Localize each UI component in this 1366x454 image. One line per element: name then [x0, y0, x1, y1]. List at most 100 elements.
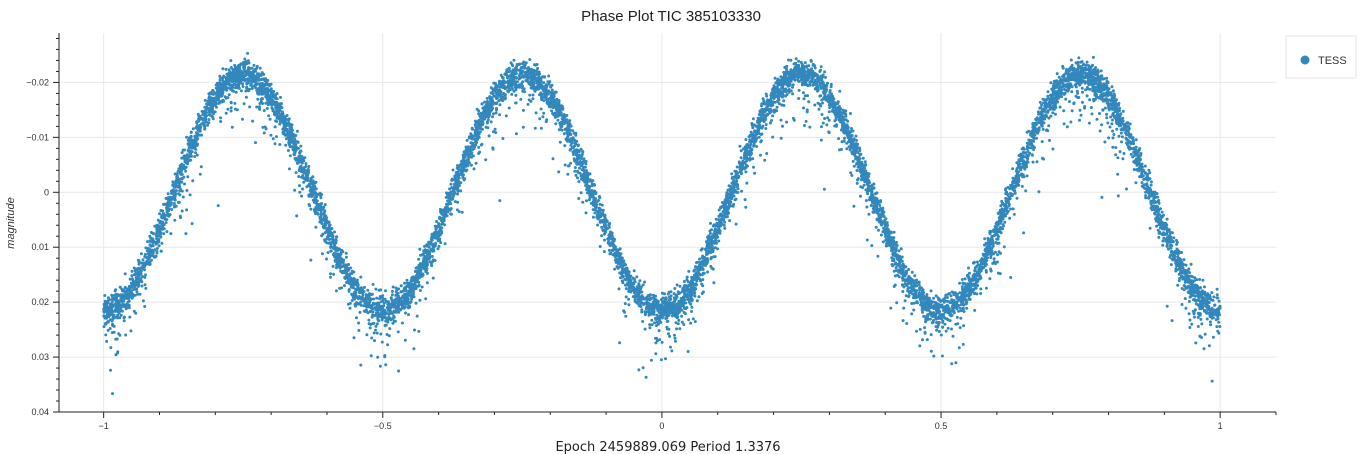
data-point: [1046, 90, 1050, 94]
data-point: [779, 118, 783, 122]
data-point: [1087, 64, 1091, 68]
data-point: [373, 339, 376, 343]
data-point: [929, 349, 933, 353]
data-point: [431, 276, 435, 280]
data-point: [764, 127, 768, 130]
data-point: [1020, 184, 1024, 188]
data-point: [162, 232, 166, 236]
data-point: [782, 104, 786, 107]
data-point: [638, 279, 642, 283]
data-point: [296, 140, 300, 144]
data-point: [478, 150, 482, 154]
data-point: [1114, 98, 1118, 102]
data-point: [379, 332, 383, 336]
data-point: [644, 375, 648, 379]
data-point: [910, 302, 914, 305]
data-point: [915, 278, 919, 282]
data-point: [1211, 335, 1215, 339]
data-point: [578, 166, 581, 170]
data-point: [1116, 156, 1120, 160]
data-point: [1207, 344, 1211, 348]
data-point: [820, 98, 824, 102]
data-point: [137, 262, 141, 266]
data-point: [173, 172, 177, 176]
data-point: [1129, 152, 1133, 156]
data-point: [1070, 63, 1074, 67]
data-point: [350, 299, 354, 302]
data-point: [1036, 110, 1040, 114]
data-point: [114, 353, 118, 357]
data-point: [428, 260, 432, 264]
data-point: [964, 285, 967, 288]
data-point: [859, 194, 862, 198]
data-point: [453, 200, 457, 204]
data-point: [613, 267, 617, 271]
data-point: [1215, 293, 1219, 297]
data-point: [779, 75, 783, 79]
data-point: [430, 254, 434, 258]
data-point: [269, 82, 273, 86]
data-point: [797, 97, 801, 100]
data-point: [1035, 160, 1039, 164]
data-point: [809, 59, 813, 63]
data-point: [1155, 224, 1158, 228]
data-point: [689, 296, 693, 300]
data-point: [602, 250, 606, 254]
data-point: [460, 210, 464, 214]
data-point: [485, 96, 489, 100]
data-point: [1091, 55, 1095, 59]
data-point: [1132, 160, 1136, 164]
data-point: [993, 250, 997, 254]
data-point: [1196, 325, 1200, 328]
data-point: [641, 320, 645, 323]
data-point: [123, 315, 126, 319]
data-point: [314, 225, 318, 229]
data-point: [451, 168, 455, 172]
data-point: [266, 78, 270, 82]
data-point: [241, 85, 245, 88]
data-point: [965, 306, 969, 310]
data-point: [893, 283, 897, 287]
data-point: [369, 354, 373, 358]
data-point: [1046, 110, 1050, 114]
data-point: [519, 97, 523, 101]
data-point: [734, 222, 738, 226]
data-point: [1134, 181, 1138, 185]
data-point: [739, 149, 743, 153]
data-point: [521, 125, 525, 129]
data-point: [680, 314, 684, 318]
data-point: [706, 270, 710, 274]
data-point: [1049, 81, 1053, 85]
data-point: [1007, 202, 1011, 206]
data-point: [708, 231, 712, 235]
data-point: [550, 88, 554, 92]
data-point: [391, 321, 395, 325]
data-point: [155, 247, 159, 250]
data-point: [188, 193, 192, 197]
data-point: [129, 329, 133, 333]
data-point: [1037, 190, 1041, 194]
data-point: [902, 306, 906, 310]
data-point: [648, 323, 652, 327]
data-point: [242, 102, 246, 106]
data-point: [805, 110, 809, 114]
data-point: [1030, 153, 1034, 157]
data-point: [1096, 68, 1100, 72]
data-point: [813, 66, 817, 70]
data-point: [577, 197, 581, 200]
data-point: [465, 168, 469, 172]
data-point: [233, 101, 237, 105]
data-point: [1081, 100, 1084, 104]
data-point: [1160, 210, 1164, 214]
data-point: [262, 131, 266, 135]
data-point: [1196, 315, 1200, 319]
data-point: [282, 130, 286, 134]
data-point: [425, 281, 429, 285]
data-point: [1100, 123, 1104, 127]
data-point: [803, 83, 807, 87]
data-point: [237, 86, 241, 90]
data-point: [618, 271, 622, 275]
data-point: [248, 105, 252, 109]
data-point: [165, 206, 168, 210]
